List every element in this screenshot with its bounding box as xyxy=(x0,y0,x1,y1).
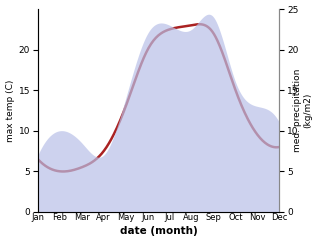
Y-axis label: med. precipitation
(kg/m2): med. precipitation (kg/m2) xyxy=(293,69,313,152)
Y-axis label: max temp (C): max temp (C) xyxy=(5,79,15,142)
X-axis label: date (month): date (month) xyxy=(120,227,197,236)
